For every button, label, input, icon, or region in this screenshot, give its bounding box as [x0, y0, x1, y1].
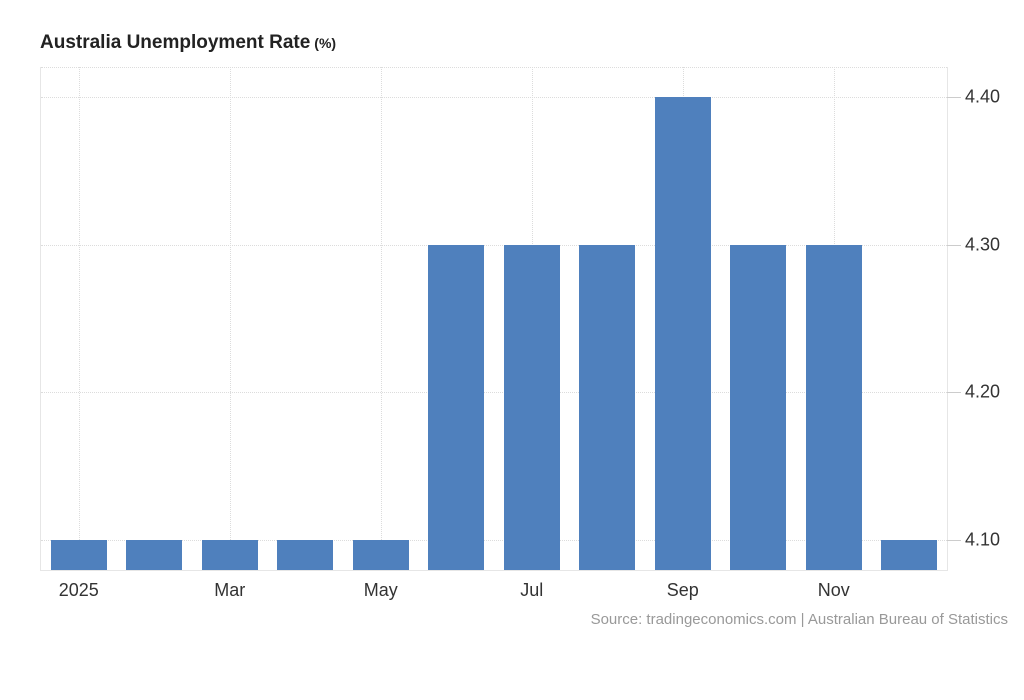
bar[interactable]	[352, 540, 409, 570]
bar[interactable]	[579, 244, 636, 570]
bar[interactable]	[277, 540, 334, 570]
bar[interactable]	[730, 244, 787, 570]
x-axis-label: Mar	[214, 580, 246, 600]
bar[interactable]	[654, 96, 711, 570]
x-axis-label: May	[363, 580, 398, 600]
x-axis-label: 2025	[58, 580, 99, 600]
y-axis-tick	[947, 244, 961, 246]
bar[interactable]	[428, 244, 485, 570]
y-gridline	[41, 392, 947, 394]
bar[interactable]	[201, 540, 258, 570]
x-axis-label: Jul	[520, 580, 544, 600]
bar[interactable]	[503, 244, 560, 570]
chart-title-text: Australia Unemployment Rate	[40, 32, 311, 53]
bar[interactable]	[805, 244, 862, 570]
plot-area: 4.10 4.20 4.30 4.40 2025 Mar May Jul Sep Nov	[40, 67, 1000, 600]
x-axis-label: Sep	[666, 580, 699, 600]
y-axis-label: 4.30	[965, 234, 1001, 255]
y-gridline	[41, 244, 947, 246]
bar[interactable]	[50, 540, 107, 570]
y-axis-label: 4.20	[965, 381, 1001, 402]
chart-title: Australia Unemployment Rate (%)	[40, 32, 336, 54]
y-axis-tick	[947, 96, 961, 98]
x-axis-label: Nov	[817, 580, 850, 600]
y-axis-tick	[947, 540, 961, 542]
x-gridline	[78, 67, 80, 570]
x-gridline	[229, 67, 231, 570]
plot-top-gridline	[41, 67, 947, 68]
y-axis-tick	[947, 392, 961, 394]
source-attribution: Source: tradingeconomics.com | Australia…	[590, 611, 1008, 628]
chart-title-unit: (%)	[314, 35, 337, 51]
y-axis-label: 4.40	[965, 86, 1001, 107]
y-gridline	[41, 540, 947, 542]
y-gridline	[41, 96, 947, 98]
bar[interactable]	[126, 540, 183, 570]
bar[interactable]	[881, 540, 938, 570]
x-gridline	[380, 67, 382, 570]
y-axis-label: 4.10	[965, 529, 1001, 550]
